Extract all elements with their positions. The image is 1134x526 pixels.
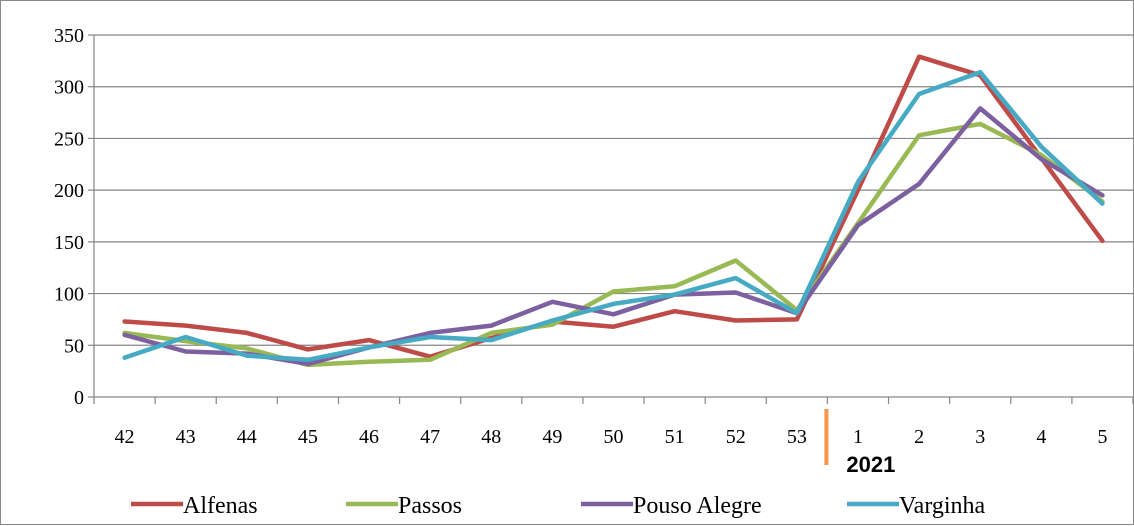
x-tick-label: 49 [542, 426, 562, 448]
x-tick-label: 3 [975, 426, 985, 448]
x-tick-label: 51 [665, 426, 685, 448]
y-tick-label: 150 [54, 232, 84, 254]
x-tick-label: 4 [1036, 426, 1046, 448]
y-tick-label: 350 [54, 25, 84, 47]
x-tick-label: 1 [853, 426, 863, 448]
x-tick-label: 43 [176, 426, 196, 448]
legend-label: Alfenas [183, 493, 258, 519]
x-tick-label: 46 [359, 426, 379, 448]
x-tick-label: 47 [420, 426, 440, 448]
x-tick-label: 53 [787, 426, 807, 448]
x-tick-label: 45 [298, 426, 318, 448]
y-tick-label: 0 [74, 387, 84, 409]
y-tick-label: 300 [54, 77, 84, 99]
series-line-varginha [122, 69, 1105, 363]
y-tick-label: 50 [64, 335, 84, 357]
series-lines [122, 54, 1105, 368]
x-tick-label: 44 [237, 426, 257, 448]
legend-label: Pouso Alegre [633, 493, 762, 519]
y-tick-label: 250 [54, 128, 84, 150]
x-tick-label: 50 [604, 426, 624, 448]
legend: Alfenas Passos Pouso Alegre Varginha [131, 493, 986, 519]
x-tick-label: 5 [1097, 426, 1107, 448]
series-line-alfenas [122, 54, 1105, 359]
y-tick-label: 200 [54, 180, 84, 202]
grid-lines [94, 34, 1133, 346]
y-axis-ticks: 0 50 100 150 200 250 300 350 [54, 25, 84, 409]
x-tick-label: 42 [115, 426, 135, 448]
year-label: 2021 [846, 452, 895, 477]
x-tick-label: 48 [481, 426, 501, 448]
x-tick-label: 2 [914, 426, 924, 448]
legend-label: Varginha [899, 493, 986, 519]
legend-label: Passos [398, 493, 462, 519]
x-tick-label: 52 [726, 426, 746, 448]
axes [88, 34, 1134, 465]
y-tick-label: 100 [54, 284, 84, 306]
